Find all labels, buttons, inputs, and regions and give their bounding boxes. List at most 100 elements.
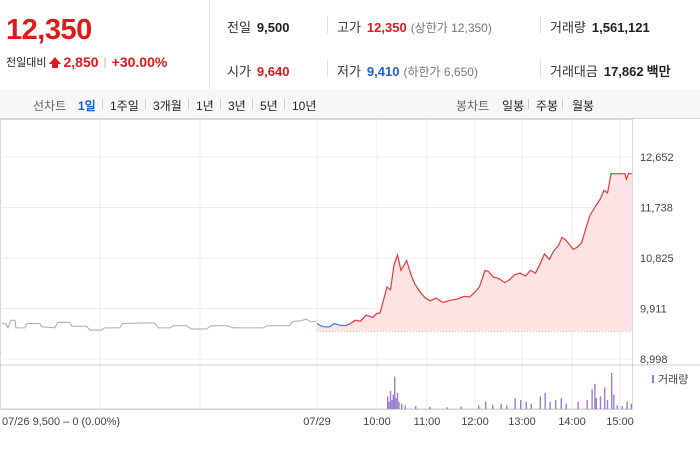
volume-bar xyxy=(599,396,602,409)
volume-bar xyxy=(604,387,606,409)
volume-bar xyxy=(398,401,400,409)
change-divider: | xyxy=(103,55,107,69)
tab-1day[interactable]: 1일 xyxy=(78,99,96,113)
x-tick-label: 11:00 xyxy=(414,416,441,428)
volume-bar xyxy=(530,403,532,409)
x-tick-label: 14:00 xyxy=(558,416,586,428)
volume-bar xyxy=(391,400,393,409)
volume-bar xyxy=(613,394,615,409)
prev-close-value: 9,500 xyxy=(256,20,290,35)
tab-weekly-candle[interactable]: 주봉 xyxy=(536,99,559,113)
y-tick-label: 9,911 xyxy=(640,304,667,316)
price-box: 12,350 전일대비 2,850 | +30.00% xyxy=(0,0,210,89)
volume-bar xyxy=(396,392,399,409)
x-tick-label: 13:00 xyxy=(508,416,536,428)
turnover-unit: 백만 xyxy=(646,64,671,79)
volume-legend-swatch xyxy=(652,375,654,383)
volume-bar xyxy=(606,400,609,409)
volume-bar xyxy=(565,403,567,409)
price-area-fill xyxy=(317,173,632,332)
turnover-label: 거래대금 xyxy=(550,64,598,79)
volume-bar xyxy=(549,401,551,409)
y-tick-label: 12,652 xyxy=(640,152,674,164)
divider xyxy=(540,16,541,34)
price-chart[interactable]: 거래량 12,652 11,738 10,825 9,911 8,998 07/26 9… xyxy=(0,119,700,450)
tab-5year[interactable]: 5년 xyxy=(260,99,278,113)
chart-tabs: 선차트 1일 1주일 3개월 1년 3년 5년 10년 봉차트 일봉 주봉 월봉 xyxy=(0,89,700,119)
today-line-up xyxy=(348,173,632,326)
volume-bar xyxy=(395,398,397,409)
volume-bar xyxy=(401,403,403,409)
tab-1year[interactable]: 1년 xyxy=(196,99,214,113)
volume-bar xyxy=(544,392,546,409)
volume-bar xyxy=(394,376,396,409)
tab-divider xyxy=(145,99,146,109)
volume-bar xyxy=(404,405,406,409)
volume-legend: 거래량 xyxy=(658,373,688,386)
volume-bar xyxy=(392,394,394,409)
lower-limit: (하한가 6,650) xyxy=(403,65,478,79)
line-chart-label: 선차트 xyxy=(33,99,67,113)
x-tick-label: 07/29 xyxy=(303,416,331,428)
tab-divider xyxy=(220,99,221,109)
volume-bar xyxy=(594,383,596,409)
y-tick-label: 10,825 xyxy=(640,253,674,265)
volume-bar xyxy=(525,401,527,409)
tab-divider xyxy=(562,99,563,109)
tab-10year[interactable]: 10년 xyxy=(292,99,317,113)
prev-close-label: 전일 xyxy=(227,20,251,35)
change-percent: +30.00% xyxy=(111,54,168,70)
low-label: 저가 xyxy=(337,64,361,79)
volume-bar xyxy=(478,405,480,409)
tab-monthly-candle[interactable]: 월봉 xyxy=(572,99,595,113)
volume-info: 거래량 1,561,121 xyxy=(550,17,650,36)
volume-bar xyxy=(595,398,597,409)
candle-chart-label: 봉차트 xyxy=(456,99,490,113)
prev-close-info: 전일 9,500 xyxy=(227,17,289,36)
volume-bar xyxy=(389,391,392,409)
tab-3month[interactable]: 3개월 xyxy=(153,99,182,113)
y-tick-label: 11,738 xyxy=(640,203,673,215)
volume-bar xyxy=(626,401,628,409)
volume-bar xyxy=(500,403,502,409)
y-axis-labels: 12,652 11,738 10,825 9,911 8,998 xyxy=(640,152,674,366)
volume-bar xyxy=(560,398,562,409)
volume-bar xyxy=(446,407,448,409)
volume-bar xyxy=(611,373,613,409)
tab-daily-candle[interactable]: 일봉 xyxy=(502,99,525,113)
current-price: 12,350 xyxy=(6,14,92,46)
volume-bar xyxy=(460,406,462,409)
volume-bar xyxy=(555,400,557,409)
x-tick-label: 12:00 xyxy=(461,416,489,428)
volume-bar xyxy=(492,404,494,409)
up-arrow-icon xyxy=(49,56,62,68)
upper-limit: (상한가 12,350) xyxy=(410,21,492,35)
change-amount: 2,850 xyxy=(63,54,99,70)
prev-day-label: 07/26 9,500 – 0 (0.00%) xyxy=(2,416,120,428)
open-value: 9,640 xyxy=(256,64,290,79)
x-tick-label: 10:00 xyxy=(363,416,391,428)
volume-bar xyxy=(616,405,618,409)
price-chart-svg[interactable]: 거래량 12,652 11,738 10,825 9,911 8,998 07/26 9… xyxy=(0,119,700,450)
tab-divider xyxy=(188,99,189,109)
tab-1week[interactable]: 1주일 xyxy=(110,99,139,113)
tab-3year[interactable]: 3년 xyxy=(228,99,246,113)
volume-bar xyxy=(539,396,541,409)
high-label: 고가 xyxy=(337,20,361,35)
divider xyxy=(540,60,541,78)
volume-bar xyxy=(485,401,487,409)
volume-bar xyxy=(388,401,390,409)
tab-divider xyxy=(528,99,529,109)
today-line-down xyxy=(316,322,349,328)
volume-bar xyxy=(514,398,516,409)
divider xyxy=(327,60,328,78)
change-row: 전일대비 2,850 | +30.00% xyxy=(6,54,167,70)
volume-bar xyxy=(586,400,588,409)
open-info: 시가 9,640 xyxy=(227,61,289,80)
y-tick-label: 8,998 xyxy=(640,354,668,366)
volume-bar xyxy=(630,403,632,409)
volume-bars: 거래량 xyxy=(387,373,688,409)
low-info: 저가 9,410 (하한가 6,650) xyxy=(337,61,478,80)
price-area xyxy=(317,173,632,332)
high-value: 12,350 xyxy=(366,20,407,35)
